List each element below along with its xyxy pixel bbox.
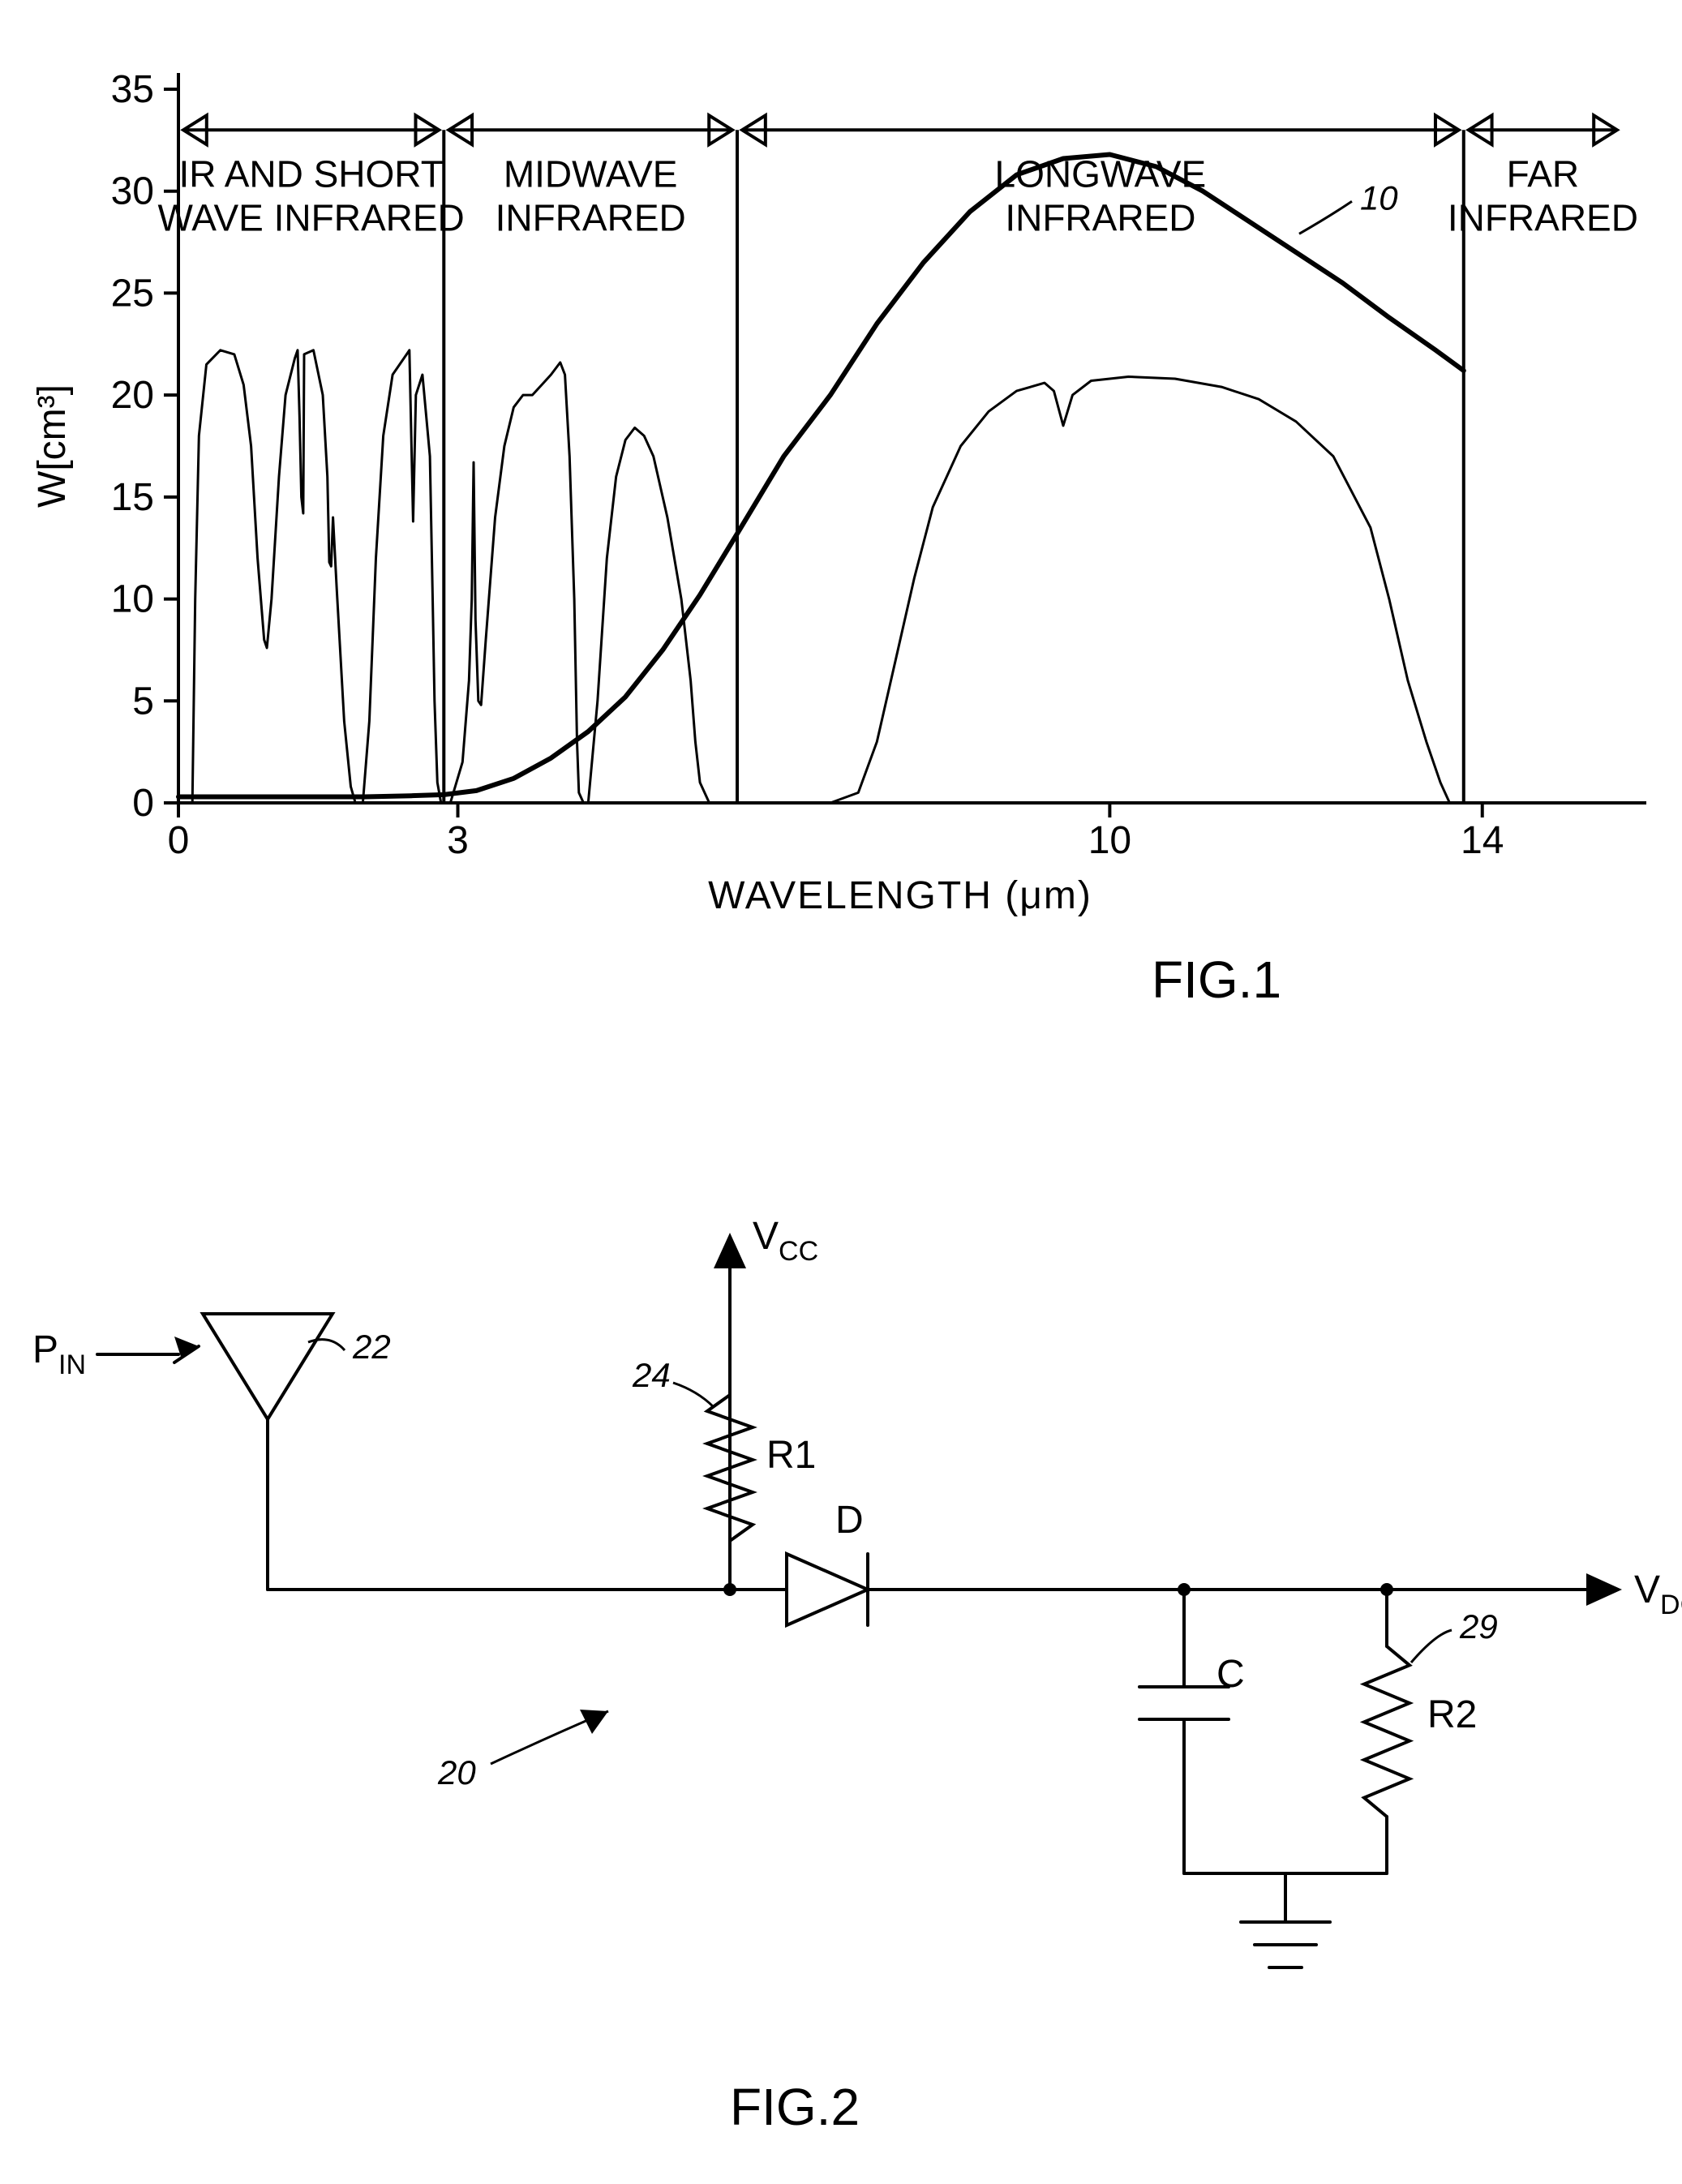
curve-annotation: 10 [1360,178,1398,217]
r1-label: R1 [766,1434,816,1477]
vout-label: VDC∝ PIN [1634,1568,1682,1620]
c-label: C [1216,1653,1245,1696]
ytick-label: 0 [132,782,154,825]
figure-label: FIG.2 [730,2078,860,2136]
ref-numeral: 29 [1459,1607,1498,1646]
ytick-label: 20 [111,374,154,417]
x-axis-label: WAVELENGTH (μm) [708,874,1092,917]
ytick-label: 35 [111,68,154,111]
diode-icon [787,1554,868,1625]
xtick-label: 3 [447,819,469,862]
figure-2-circuit: PIN VCC R1 D C R2 VDC∝ PIN 22 24 29 20 FIG.2 [0,1071,1682,2165]
ytick-label: 5 [132,680,154,723]
ytick-label: 10 [111,578,154,621]
antenna-icon [203,1314,333,1419]
region-label: INFRARED [496,196,686,238]
figure-label: FIG.1 [1152,950,1281,1009]
resistor-r2 [1364,1646,1410,1817]
region-label: IR AND SHORT [178,152,443,195]
ytick-label: 30 [111,170,154,213]
region-label: INFRARED [1005,196,1195,238]
ytick-label: 25 [111,272,154,315]
symbol-label: PIN [32,1328,86,1380]
xtick-label: 14 [1461,819,1504,862]
d-label: D [835,1499,864,1542]
xtick-label: 0 [168,819,190,862]
ref-numeral: 20 [437,1753,476,1791]
figure-1-chart: 0 5 10 15 20 25 30 35 0 3 10 14 W[cm³] WAVELENGTH (μm… [0,24,1682,1038]
y-axis-label: W[cm³] [31,384,74,508]
region-label: FAR [1507,152,1579,195]
region-label: INFRARED [1448,196,1638,238]
symbol-label: VCC [753,1215,818,1267]
region-label: MIDWAVE [504,152,678,195]
ytick-label: 15 [111,476,154,519]
r2-label: R2 [1427,1693,1477,1736]
region-label: WAVE INFRARED [158,196,465,238]
xtick-label: 10 [1088,819,1131,862]
ref-numeral: 22 [352,1328,391,1366]
transmission-curve [192,350,1449,803]
ref-numeral: 24 [632,1356,671,1394]
